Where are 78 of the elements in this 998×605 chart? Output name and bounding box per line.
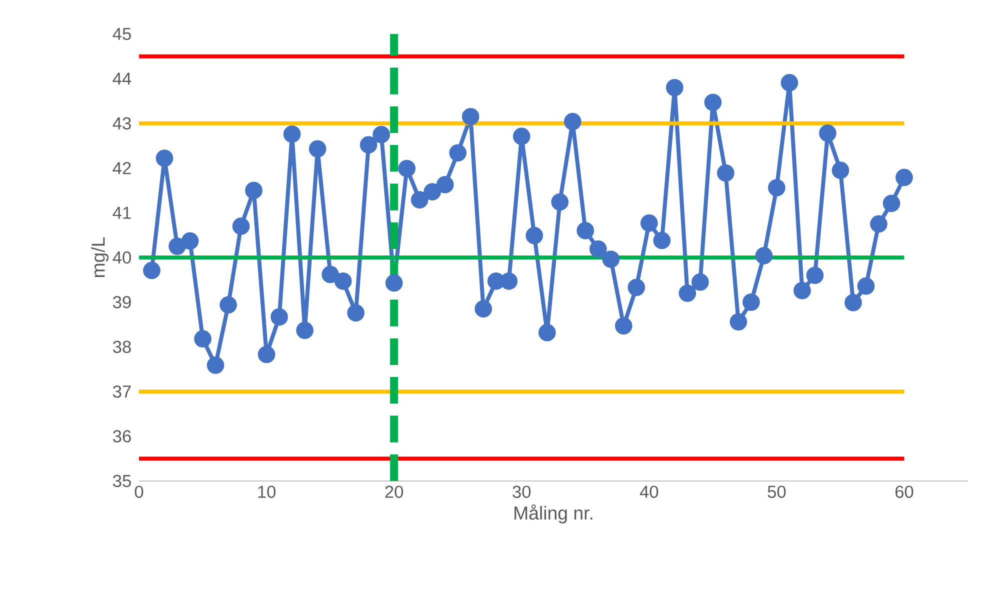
x-tick-label: 30 [512,486,531,498]
x-tick-label: 20 [385,486,404,498]
y-tick-label: 43 [112,117,131,130]
point [206,356,224,374]
x-axis-title: Måling nr. [514,504,592,524]
point [181,232,199,250]
point [526,226,544,244]
y-tick-label: 40 [112,251,131,264]
point [857,277,875,295]
point [283,125,301,143]
x-tick-label: 10 [258,486,276,498]
point [819,124,836,142]
point [832,162,850,179]
point [704,94,722,112]
y-tick-label: 35 [113,474,131,488]
point [436,176,454,194]
point [449,144,467,162]
point [270,308,288,326]
point [844,294,862,312]
y-tick-label: 45 [112,28,131,40]
point [398,160,416,178]
point [551,193,569,211]
point [360,136,378,154]
point [692,273,709,291]
y-tick-label: 36 [113,430,131,442]
point [512,128,530,146]
point [780,74,798,92]
point [156,150,174,167]
point [232,218,250,235]
point [245,182,262,200]
y-tick-label: 42 [112,162,131,174]
point [768,179,786,196]
point [385,274,403,292]
point [474,300,492,318]
point [564,112,582,130]
point [614,317,632,335]
y-tick-label: 37 [113,385,131,398]
point [424,183,442,200]
y-axis-title: mg/L [91,237,109,277]
point [308,140,326,158]
point [870,215,888,233]
point [296,322,314,340]
point [347,304,364,322]
y-tick-label: 38 [113,340,131,354]
point [653,232,671,250]
point [576,222,594,240]
x-tick-label: 40 [640,486,658,498]
point [742,294,760,311]
point [628,278,646,296]
point [896,168,913,186]
point [334,272,352,290]
point [755,247,773,264]
point [589,240,607,258]
point [194,330,212,348]
point [258,346,276,364]
point [602,250,620,268]
point [220,296,237,314]
point [717,164,734,182]
y-tick-label: 44 [112,72,132,85]
point [806,266,824,284]
point [322,266,339,284]
point [410,191,428,208]
point [538,324,556,342]
point [640,214,658,232]
y-tick-label: 41 [112,206,131,219]
point [678,284,696,302]
y-tick-label: 39 [113,296,131,308]
point [143,262,160,280]
point [462,108,480,126]
point [794,282,811,300]
point [882,194,900,212]
x-tick-label: 50 [768,486,786,498]
point [730,313,748,331]
point [666,78,684,96]
x-tick-label: 0 [134,486,144,498]
point [168,238,186,255]
x-tick-label: 60 [895,486,914,498]
point [372,126,390,144]
